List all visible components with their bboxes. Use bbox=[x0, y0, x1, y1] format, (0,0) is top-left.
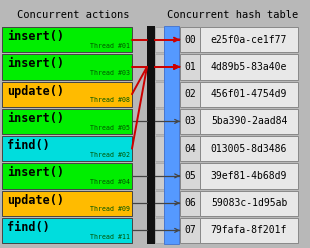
Bar bbox=[155, 54, 164, 80]
Bar bbox=[2, 218, 132, 243]
Bar bbox=[200, 82, 298, 107]
Text: update(): update() bbox=[7, 194, 64, 207]
Bar bbox=[155, 218, 164, 243]
Bar bbox=[180, 27, 200, 52]
Text: 02: 02 bbox=[184, 89, 196, 99]
Text: 59083c-1d95ab: 59083c-1d95ab bbox=[211, 198, 287, 208]
Bar bbox=[200, 109, 298, 134]
Text: 39ef81-4b68d9: 39ef81-4b68d9 bbox=[211, 171, 287, 181]
Bar bbox=[200, 54, 298, 80]
Bar bbox=[2, 190, 132, 216]
Text: insert(): insert() bbox=[7, 166, 64, 179]
Bar bbox=[155, 163, 164, 188]
Bar bbox=[200, 190, 298, 216]
Text: 4d89b5-83a40e: 4d89b5-83a40e bbox=[211, 62, 287, 72]
Text: Thread #01: Thread #01 bbox=[90, 43, 130, 49]
Bar bbox=[155, 27, 164, 52]
Bar bbox=[155, 136, 164, 161]
Text: insert(): insert() bbox=[7, 30, 64, 43]
Text: Concurrent actions: Concurrent actions bbox=[17, 10, 129, 20]
Bar bbox=[180, 190, 200, 216]
Bar bbox=[2, 109, 132, 134]
Bar bbox=[200, 163, 298, 188]
Bar bbox=[180, 54, 200, 80]
Text: Thread #09: Thread #09 bbox=[90, 206, 130, 213]
Text: Concurrent hash table: Concurrent hash table bbox=[167, 10, 299, 20]
Text: Thread #04: Thread #04 bbox=[90, 179, 130, 185]
Text: Thread #03: Thread #03 bbox=[90, 70, 130, 76]
Text: Thread #08: Thread #08 bbox=[90, 97, 130, 103]
Bar bbox=[200, 136, 298, 161]
Text: update(): update() bbox=[7, 85, 64, 98]
Text: insert(): insert() bbox=[7, 112, 64, 125]
Text: Thread #02: Thread #02 bbox=[90, 152, 130, 158]
Text: 07: 07 bbox=[184, 225, 196, 235]
Text: 00: 00 bbox=[184, 35, 196, 45]
Text: 013005-8d3486: 013005-8d3486 bbox=[211, 144, 287, 154]
Bar bbox=[180, 82, 200, 107]
Bar bbox=[2, 54, 132, 80]
Text: 04: 04 bbox=[184, 144, 196, 154]
Text: Thread #11: Thread #11 bbox=[90, 234, 130, 240]
Bar bbox=[164, 26, 179, 244]
Bar bbox=[200, 27, 298, 52]
Text: 456f01-4754d9: 456f01-4754d9 bbox=[211, 89, 287, 99]
Text: 06: 06 bbox=[184, 198, 196, 208]
Bar bbox=[2, 27, 132, 52]
Text: 79fafa-8f201f: 79fafa-8f201f bbox=[211, 225, 287, 235]
Bar bbox=[2, 163, 132, 188]
Bar bbox=[180, 136, 200, 161]
Bar bbox=[2, 136, 132, 161]
Bar bbox=[180, 109, 200, 134]
Bar bbox=[200, 218, 298, 243]
Text: e25f0a-ce1f77: e25f0a-ce1f77 bbox=[211, 35, 287, 45]
Text: insert(): insert() bbox=[7, 57, 64, 70]
Text: find(): find() bbox=[7, 221, 50, 234]
Bar bbox=[147, 26, 155, 244]
Bar bbox=[155, 190, 164, 216]
Text: find(): find() bbox=[7, 139, 50, 152]
Bar bbox=[180, 218, 200, 243]
Bar bbox=[180, 163, 200, 188]
Text: 03: 03 bbox=[184, 116, 196, 126]
Text: 01: 01 bbox=[184, 62, 196, 72]
Text: Thread #05: Thread #05 bbox=[90, 125, 130, 131]
Text: 5ba390-2aad84: 5ba390-2aad84 bbox=[211, 116, 287, 126]
Text: 05: 05 bbox=[184, 171, 196, 181]
Bar bbox=[155, 109, 164, 134]
Bar bbox=[155, 82, 164, 107]
Bar bbox=[2, 82, 132, 107]
